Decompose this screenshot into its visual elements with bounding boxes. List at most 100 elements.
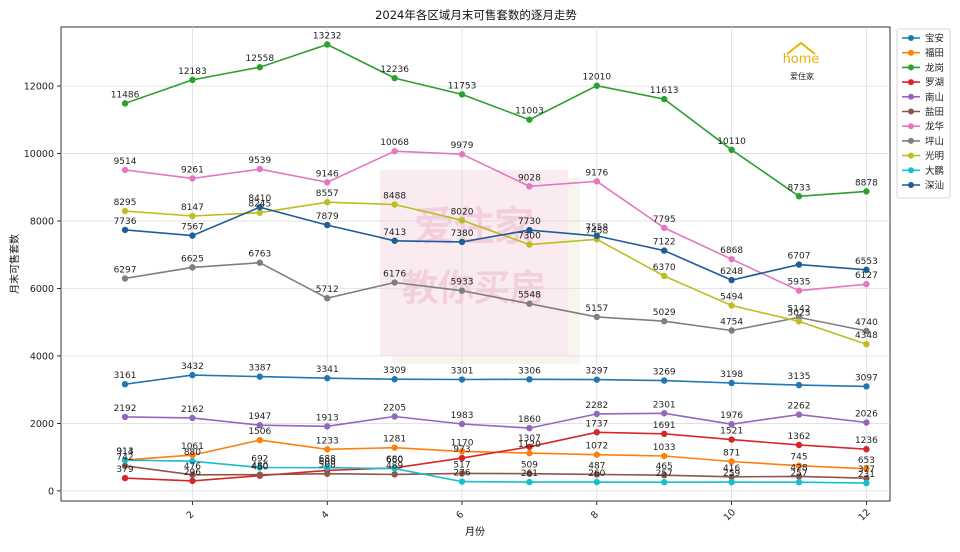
data-label: 3198 [720,370,743,380]
data-label: 1691 [653,421,676,431]
data-point [121,100,129,107]
data-point [391,376,398,383]
data-label: 2282 [585,401,608,411]
data-label: 260 [588,469,605,479]
legend-label: 坪山 [925,135,944,147]
data-label: 1737 [585,419,608,429]
data-point [256,203,264,211]
data-label: 7413 [383,228,406,238]
data-point [256,64,264,71]
data-label: 973 [453,445,470,455]
data-label: 6625 [181,254,204,264]
watermark: 爱住家 教你买房 [380,170,580,364]
data-point [863,474,870,482]
data-label: 480 [251,462,268,472]
data-label: 8410 [248,194,271,204]
data-label: 377 [858,465,875,475]
data-point [795,411,803,418]
data-point [863,340,870,348]
data-point [458,448,466,455]
data-point [526,183,533,190]
data-point [324,374,331,382]
data-point [661,272,668,280]
legend-swatch-marker [908,79,914,86]
data-label: 7736 [114,217,137,227]
data-label: 880 [184,448,201,458]
data-point [189,414,196,422]
data-point [458,478,466,485]
data-label: 508 [319,461,336,471]
data-label: 8245 [248,200,271,210]
legend-swatch-marker [908,137,914,144]
data-point [121,275,129,282]
data-label: 1983 [451,411,474,421]
series-line-9 [124,459,867,484]
data-label: 259 [723,469,740,479]
series-line-5 [124,465,867,479]
data-point [863,266,870,274]
data-point [863,383,870,390]
data-label: 8295 [114,198,137,208]
data-label: 2301 [653,400,676,410]
data-point [863,327,870,335]
logo-name: 爱住家 [790,71,814,81]
data-point [458,151,466,158]
data-label: 476 [184,462,201,472]
data-label: 5023 [788,308,811,318]
data-label: 7567 [181,223,204,233]
data-label: 742 [116,453,133,463]
data-label: 12558 [246,54,275,64]
legend-swatch-marker [908,167,914,174]
data-point [795,261,803,268]
data-label: 7558 [585,223,608,233]
data-label: 450 [251,463,268,473]
data-point [189,471,196,479]
data-label: 692 [251,455,268,465]
data-label: 688 [319,455,336,465]
data-point [256,436,264,444]
data-point [121,207,129,215]
data-point [526,241,533,248]
grid-lines [61,27,890,501]
data-point [728,255,735,263]
series-line-3 [124,431,867,482]
data-label: 5935 [788,278,811,288]
data-label: 3309 [383,366,406,376]
data-point [661,471,668,479]
data-point [324,464,331,471]
data-label: 5933 [451,278,474,288]
data-label: 11486 [111,90,140,100]
data-label: 1506 [248,427,271,437]
data-label: 261 [521,469,538,479]
series-line-6 [124,150,867,292]
data-point [593,82,601,89]
data-label: 10110 [717,137,746,147]
data-label: 7730 [518,217,541,227]
logo-word: home [783,52,820,67]
data-label: 6868 [720,246,743,256]
legend-label: 深汕 [925,181,944,192]
data-point [526,226,533,234]
data-point [324,294,331,302]
legend-swatch-marker [908,64,914,71]
data-point [391,279,398,286]
data-point [728,478,735,486]
data-point [863,445,870,453]
data-label: 1281 [383,435,406,445]
data-label: 6176 [383,270,406,280]
data-point [593,471,601,478]
data-label: 13232 [313,31,342,41]
data-point [593,232,601,240]
data-label: 3432 [181,362,204,372]
data-point [795,479,803,486]
data-point [728,436,735,443]
data-point [728,302,735,309]
data-point [391,444,398,451]
data-point [324,446,331,453]
series-line-8 [124,201,867,345]
series-line-10 [124,206,867,281]
data-point [256,471,264,478]
data-label: 2205 [383,403,406,413]
data-point [458,454,466,462]
